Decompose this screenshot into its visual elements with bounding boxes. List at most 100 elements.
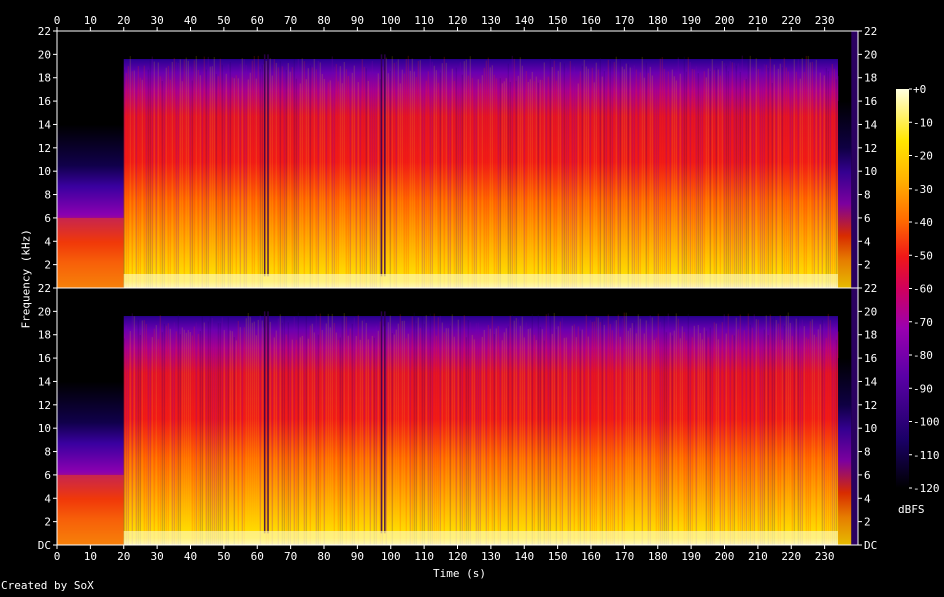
- texture-streak: [811, 319, 813, 545]
- texture-streak: [197, 70, 199, 289]
- texture-streak: [153, 328, 155, 545]
- texture-streak: [353, 65, 355, 289]
- texture-streak: [305, 79, 307, 288]
- texture-streak: [763, 64, 765, 288]
- x-tick-label: 170: [614, 14, 634, 27]
- texture-streak: [747, 59, 749, 289]
- y-tick-label: 20: [38, 48, 51, 61]
- texture-streak: [835, 339, 837, 545]
- texture-streak: [603, 324, 605, 545]
- texture-streak: [285, 334, 287, 545]
- intro-low-band: [57, 474, 124, 545]
- texture-streak: [775, 69, 777, 288]
- x-tick-label: 40: [184, 14, 197, 27]
- texture-streak: [669, 332, 671, 545]
- texture-streak: [397, 59, 399, 288]
- texture-streak: [779, 315, 781, 545]
- texture-streak: [751, 327, 753, 545]
- x-tick-label: 210: [748, 550, 768, 563]
- texture-streak: [629, 67, 631, 288]
- texture-streak: [175, 62, 177, 289]
- texture-streak: [689, 62, 691, 289]
- texture-streak: [279, 61, 281, 288]
- texture-streak: [625, 63, 627, 289]
- texture-streak: [699, 333, 701, 545]
- texture-streak: [423, 323, 425, 545]
- texture-streak: [135, 79, 137, 288]
- texture-streak: [777, 68, 779, 288]
- texture-streak: [515, 318, 517, 545]
- texture-streak: [499, 78, 501, 288]
- texture-streak: [443, 332, 445, 545]
- x-tick-label: 110: [414, 14, 434, 27]
- texture-streak: [179, 334, 181, 545]
- texture-streak: [593, 321, 595, 545]
- texture-streak: [429, 313, 431, 545]
- x-tick-label: 110: [414, 550, 434, 563]
- texture-streak: [805, 55, 807, 288]
- texture-streak: [455, 67, 457, 288]
- texture-streak: [781, 339, 783, 545]
- texture-streak: [527, 328, 529, 545]
- y-tick-label: 8: [44, 189, 51, 202]
- texture-streak: [465, 337, 467, 545]
- texture-streak: [139, 334, 141, 545]
- texture-streak: [327, 313, 329, 545]
- texture-streak: [259, 315, 261, 545]
- texture-streak: [599, 58, 601, 288]
- texture-streak: [761, 82, 763, 288]
- texture-streak: [355, 336, 357, 545]
- texture-streak: [269, 58, 271, 288]
- texture-streak: [809, 321, 811, 545]
- texture-streak: [637, 314, 639, 545]
- texture-streak: [343, 62, 345, 288]
- colorbar-tick-label: -70: [913, 316, 933, 329]
- texture-streak: [589, 320, 591, 545]
- texture-streak: [511, 55, 513, 289]
- texture-streak: [531, 314, 533, 545]
- texture-streak: [833, 326, 835, 545]
- texture-streak: [805, 337, 807, 545]
- texture-streak: [137, 319, 139, 545]
- texture-streak: [279, 314, 281, 545]
- texture-streak: [737, 329, 739, 545]
- texture-streak: [517, 75, 519, 288]
- texture-streak: [631, 67, 633, 289]
- y-tick-label: 14: [864, 375, 878, 388]
- texture-streak: [207, 321, 209, 545]
- texture-streak: [253, 321, 255, 545]
- texture-streak: [655, 73, 657, 289]
- texture-streak: [515, 80, 517, 289]
- texture-streak: [491, 65, 493, 289]
- texture-streak: [553, 312, 555, 545]
- texture-streak: [167, 323, 169, 545]
- texture-streak: [297, 59, 299, 289]
- texture-streak: [433, 65, 435, 288]
- texture-streak: [129, 56, 131, 289]
- texture-streak: [827, 313, 829, 545]
- texture-streak: [129, 330, 131, 545]
- x-tick-label: 150: [548, 550, 568, 563]
- texture-streak: [569, 60, 571, 288]
- texture-streak: [761, 328, 763, 545]
- texture-streak: [713, 322, 715, 545]
- y-tick-label: 22: [864, 25, 877, 38]
- texture-streak: [205, 69, 207, 288]
- texture-streak: [375, 74, 377, 289]
- texture-streak: [299, 83, 301, 289]
- texture-streak: [199, 75, 201, 288]
- texture-streak: [295, 78, 297, 289]
- x-tick-label: 80: [317, 14, 330, 27]
- texture-streak: [459, 317, 461, 545]
- texture-streak: [823, 323, 825, 545]
- texture-streak: [791, 71, 793, 288]
- texture-streak: [315, 314, 317, 545]
- texture-streak: [583, 59, 585, 288]
- texture-streak: [569, 335, 571, 545]
- texture-streak: [739, 71, 741, 288]
- x-tick-label: 190: [681, 550, 701, 563]
- texture-streak: [377, 330, 379, 545]
- texture-streak: [823, 75, 825, 289]
- texture-streak: [565, 67, 567, 289]
